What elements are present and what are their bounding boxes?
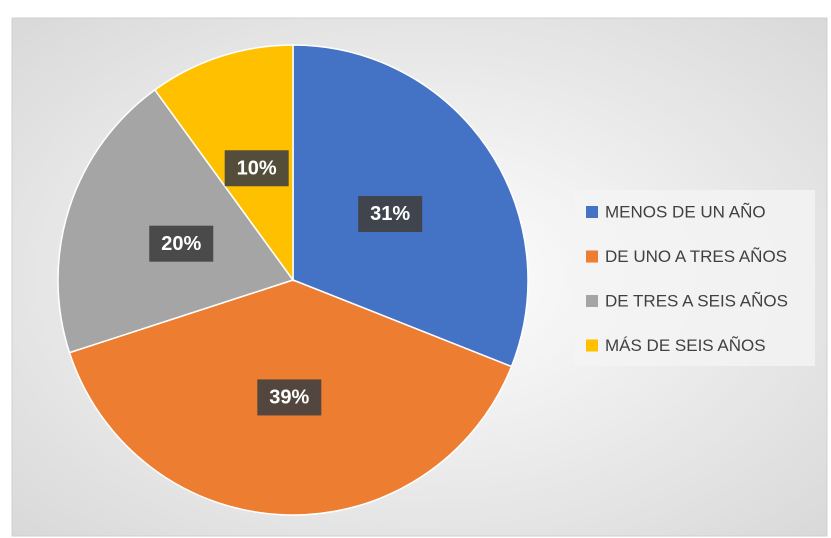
data-label-box — [224, 150, 289, 187]
legend-label: MENOS DE UN AÑO — [605, 202, 766, 221]
pie-slice — [153, 44, 294, 283]
data-label: 20% — [161, 233, 201, 255]
data-label-box — [257, 379, 322, 416]
legend-label: DE TRES A SEIS AÑOS — [605, 291, 788, 310]
data-label: 10% — [237, 158, 277, 180]
legend-swatch — [586, 295, 598, 307]
legend-label: MÁS DE SEIS AÑOS — [605, 336, 766, 355]
legend-swatch — [586, 206, 598, 218]
legend-swatch — [586, 339, 598, 352]
data-label: 39% — [269, 387, 309, 409]
data-label-box — [149, 225, 214, 262]
pie-slice — [57, 88, 295, 354]
legend-label: DE UNO A TRES AÑOS — [605, 247, 787, 266]
data-label-box — [358, 195, 423, 232]
legend-box — [575, 190, 815, 366]
legend-swatch — [586, 250, 598, 263]
data-label: 31% — [370, 203, 410, 225]
